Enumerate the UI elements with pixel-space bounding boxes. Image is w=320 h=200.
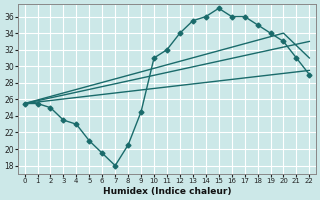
X-axis label: Humidex (Indice chaleur): Humidex (Indice chaleur) — [103, 187, 231, 196]
